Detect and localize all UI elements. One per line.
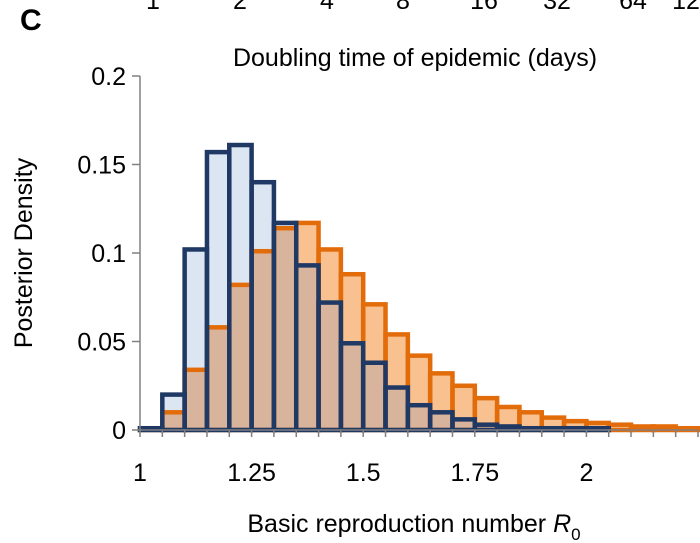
bar-fill-upper [318, 249, 341, 303]
bar-fill-overlap [206, 327, 230, 430]
y-tick-label: 0.05 [77, 329, 126, 357]
bar-fill-upper [229, 145, 252, 285]
bar-fill-upper [363, 304, 386, 363]
bar-fill-upper [452, 385, 475, 420]
bar-fill-upper [608, 424, 632, 430]
top-tick-label: 32 [543, 0, 571, 15]
bar-fill-overlap [273, 228, 297, 430]
x-tick-label: 1.25 [227, 459, 276, 487]
y-tick-label: 0.15 [77, 152, 126, 180]
bar-fill-overlap [229, 284, 252, 430]
y-tick-label: 0 [112, 417, 126, 445]
top-axis-label: Doubling time of epidemic (days) [233, 44, 597, 72]
bar-fill-upper [497, 406, 520, 427]
x-tick-label: 2 [579, 459, 593, 487]
panel-label: C [20, 4, 42, 37]
y-axis-label: Posterior Density [10, 157, 38, 348]
bar-fill-upper [273, 222, 297, 229]
top-tick-label: 64 [619, 0, 647, 15]
x-tick-label: 1.5 [346, 459, 381, 487]
bars-layer [137, 142, 700, 433]
bar-fill-overlap [474, 424, 498, 430]
bar-fill-overlap [452, 419, 475, 430]
top-axis: Doubling time of epidemic (days) 1 2 4 8 16 3… [146, 0, 700, 72]
x-tick-label: 1 [133, 459, 147, 487]
bar-fill-upper [206, 152, 230, 328]
y-tick-label: 0.1 [91, 240, 126, 268]
bar-fill-upper [430, 373, 453, 413]
bar-fill-upper [474, 398, 498, 425]
bar-fill-upper [586, 422, 609, 429]
bar-fill-overlap [363, 362, 386, 430]
bar-fill-overlap [184, 369, 207, 430]
bar-fill-overlap [430, 412, 453, 430]
bar-fill-upper [251, 182, 274, 252]
top-tick-label: 128 [672, 0, 700, 15]
bar-fill-upper [519, 412, 542, 429]
top-tick-label: 1 [146, 0, 160, 15]
top-tick-label: 2 [233, 0, 247, 15]
bar-fill-upper [184, 249, 207, 370]
top-tick-label: 16 [470, 0, 498, 15]
bar-fill-upper [541, 417, 565, 429]
x-axis-label: Basic reproduction number R0 [247, 510, 580, 543]
bar-fill-upper [407, 355, 431, 406]
top-tick-label: 8 [396, 0, 410, 15]
bar-fill-overlap [251, 251, 274, 430]
bar-fill-upper [296, 222, 319, 266]
bar-fill-upper [340, 274, 364, 344]
axes-layer: 0 0.05 0.1 0.15 0.2 1 1.25 1.5 1.75 2 [77, 63, 699, 487]
y-tick-label: 0.2 [91, 63, 126, 91]
bar-fill-overlap [385, 387, 408, 430]
bar-fill-overlap [318, 302, 341, 430]
bar-fill-overlap [162, 412, 185, 430]
bar-fill-upper [564, 421, 587, 429]
bar-fill-upper [162, 394, 185, 413]
x-tick-label: 1.75 [450, 459, 499, 487]
bar-fill-overlap [340, 343, 364, 430]
bar-fill-overlap [407, 405, 431, 430]
bar-fill-overlap [296, 265, 319, 430]
bar-fill-upper [385, 334, 408, 388]
top-tick-label: 4 [320, 0, 334, 15]
